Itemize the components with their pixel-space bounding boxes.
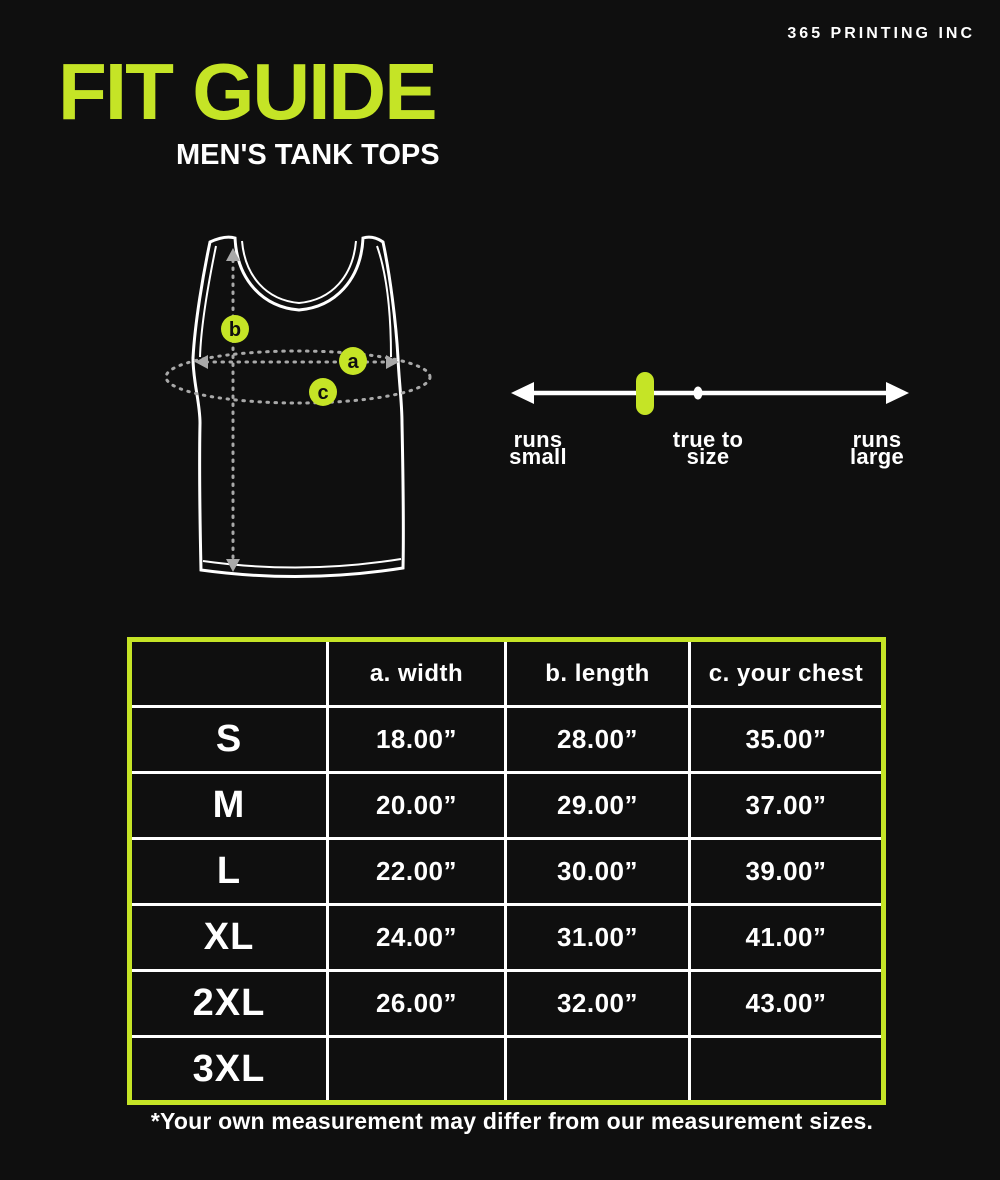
width-value: 20.00” — [326, 771, 507, 840]
chest-value: 43.00” — [688, 969, 885, 1038]
arrow-down-icon — [226, 559, 240, 572]
chest-value: 39.00” — [688, 837, 885, 906]
scale-label-runs-large: runs large — [837, 427, 917, 469]
chest-value: 35.00” — [688, 705, 885, 774]
scale-label-line: runs — [852, 427, 902, 452]
length-value: 28.00” — [504, 705, 691, 774]
size-label: 3XL — [128, 1035, 329, 1104]
chest-value — [688, 1035, 885, 1104]
scale-label-line: true to — [672, 427, 744, 452]
arrow-left-icon — [195, 355, 208, 369]
tank-top-diagram: b a c — [164, 235, 432, 579]
length-value: 30.00” — [504, 837, 691, 906]
marker-b-letter: b — [229, 319, 241, 341]
scale-arrow-right-icon — [886, 382, 909, 404]
size-label: S — [128, 705, 329, 774]
scale-label-true-to-size: true to size — [648, 427, 768, 469]
scale-label-runs-small: runs small — [498, 427, 578, 469]
marker-a-circle — [339, 347, 367, 375]
marker-c-circle — [309, 378, 337, 406]
fit-scale-slider — [636, 372, 654, 415]
width-value: 18.00” — [326, 705, 507, 774]
scale-label-line: runs — [513, 427, 563, 452]
size-label: L — [128, 837, 329, 906]
width-value: 22.00” — [326, 837, 507, 906]
chest-value: 41.00” — [688, 903, 885, 972]
table-row-m: M 20.00” 29.00” 37.00” — [128, 771, 885, 840]
table-header-row: a. width b. length c. your chest — [128, 638, 885, 708]
arrow-up-icon — [226, 248, 240, 261]
size-label: M — [128, 771, 329, 840]
table-row-xl: XL 24.00” 31.00” 41.00” — [128, 903, 885, 972]
width-value: 26.00” — [326, 969, 507, 1038]
size-table: a. width b. length c. your chest S 18.00… — [127, 637, 886, 1105]
length-value: 32.00” — [504, 969, 691, 1038]
column-header-length: b. length — [504, 638, 691, 708]
chest-value: 37.00” — [688, 771, 885, 840]
scale-label-line: size — [686, 444, 730, 469]
fit-scale — [511, 372, 909, 415]
size-label: XL — [128, 903, 329, 972]
column-header-chest: c. your chest — [688, 638, 885, 708]
tank-top-outline — [191, 235, 405, 579]
marker-a-letter: a — [347, 351, 359, 373]
table-row-s: S 18.00” 28.00” 35.00” — [128, 705, 885, 774]
column-header-size — [128, 638, 329, 708]
length-value: 29.00” — [504, 771, 691, 840]
chest-measure-ellipse — [164, 349, 432, 405]
marker-a: a — [339, 347, 367, 375]
page-subtitle: MEN'S TANK TOPS — [176, 139, 440, 171]
brand-name: 365 PRINTING INC — [787, 25, 975, 42]
marker-b-circle — [221, 315, 249, 343]
length-value: 31.00” — [504, 903, 691, 972]
scale-arrow-left-icon — [511, 382, 534, 404]
marker-c: c — [309, 378, 337, 406]
table-row-l: L 22.00” 30.00” 39.00” — [128, 837, 885, 906]
marker-c-letter: c — [317, 382, 328, 404]
marker-b: b — [221, 315, 249, 343]
table-row-2xl: 2XL 26.00” 32.00” 43.00” — [128, 969, 885, 1038]
scale-label-line: small — [509, 444, 567, 469]
size-label: 2XL — [128, 969, 329, 1038]
page-title: FIT GUIDE — [58, 47, 438, 136]
column-header-width: a. width — [326, 638, 507, 708]
true-to-size-dot — [693, 386, 703, 400]
scale-label-line: large — [849, 444, 905, 469]
length-value — [504, 1035, 691, 1104]
footnote: *Your own measurement may differ from ou… — [150, 1108, 874, 1134]
width-value — [326, 1035, 507, 1104]
table-row-3xl: 3XL — [128, 1035, 885, 1104]
width-value: 24.00” — [326, 903, 507, 972]
arrow-right-icon — [386, 355, 399, 369]
